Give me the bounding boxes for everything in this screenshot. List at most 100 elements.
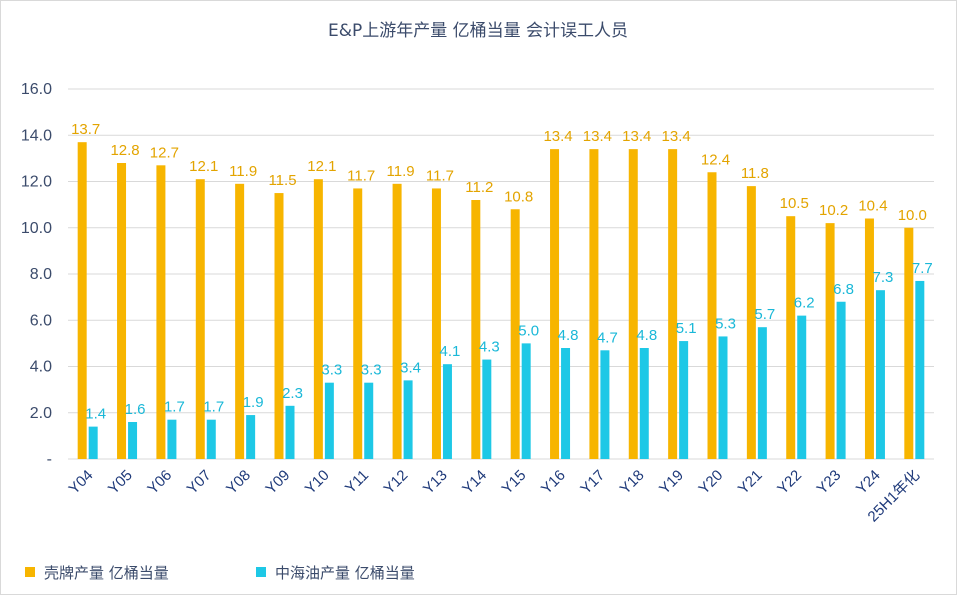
bar-shell <box>668 149 678 459</box>
data-label-cnooc: 7.7 <box>912 260 933 277</box>
data-label-shell: 10.5 <box>780 195 809 212</box>
bar-shell <box>274 193 284 459</box>
data-label-shell: 10.8 <box>504 188 533 205</box>
data-label-shell: 11.2 <box>465 179 493 196</box>
y-axis-ticks: - 2.0 4.0 6.0 8.0 10.0 12.0 14.0 16.0 <box>21 81 52 468</box>
bar-shell <box>550 149 560 459</box>
bar-cnooc <box>639 348 649 459</box>
bar-shell <box>746 186 756 459</box>
data-label-cnooc: 4.3 <box>479 339 500 356</box>
bar-shell <box>904 227 914 459</box>
y-tick-label: - <box>47 451 52 468</box>
data-label-shell: 13.4 <box>583 128 612 145</box>
bar-shell <box>431 188 441 459</box>
y-tick-label: 6.0 <box>30 312 52 329</box>
data-label-cnooc: 3.4 <box>400 359 421 376</box>
data-label-cnooc: 1.9 <box>243 394 264 411</box>
bar-cnooc <box>364 382 374 459</box>
bar-cnooc <box>757 327 767 459</box>
data-label-cnooc: 5.3 <box>715 315 736 332</box>
bar-shell <box>392 183 402 459</box>
data-label-cnooc: 1.4 <box>85 406 106 423</box>
data-label-cnooc: 3.3 <box>321 362 342 379</box>
bar-shell <box>825 223 835 459</box>
bar-cnooc <box>442 364 452 459</box>
y-tick-label: 4.0 <box>30 359 52 376</box>
x-axis-ticks: Y04 Y05 Y06 Y07 Y08 Y09 Y10 Y11 Y12 Y13 Y14 Y15 Y16 Y… <box>66 467 924 526</box>
bar-shell <box>117 163 127 459</box>
bar-cnooc <box>246 415 256 459</box>
y-tick-label: 8.0 <box>30 266 52 283</box>
bars <box>77 142 925 459</box>
x-tick-label: Y11 <box>342 467 372 497</box>
x-tick-label: Y15 <box>499 467 530 498</box>
data-label-cnooc: 5.0 <box>518 322 539 339</box>
x-tick-label: Y07 <box>184 467 215 498</box>
bar-cnooc <box>797 315 807 459</box>
data-label-shell: 12.1 <box>307 158 336 175</box>
x-tick-label: Y24 <box>853 467 884 498</box>
bar-shell <box>707 172 717 459</box>
x-tick-label: Y19 <box>656 467 687 498</box>
x-tick-label: Y20 <box>695 467 726 498</box>
x-tick-label: Y17 <box>577 467 608 498</box>
bar-shell <box>313 179 323 459</box>
bar-cnooc <box>128 422 138 459</box>
data-label-shell: 10.2 <box>819 202 848 219</box>
data-label-cnooc: 7.3 <box>873 269 894 286</box>
bar-cnooc <box>836 301 846 459</box>
bar-cnooc <box>324 382 334 459</box>
y-tick-label: 12.0 <box>21 174 52 191</box>
data-labels: 13.7 1.4 12.8 1.6 12.7 1.7 12.1 1.7 11.9 1.9 11.5 2… <box>71 121 933 422</box>
data-label-shell: 11.8 <box>741 165 769 182</box>
bar-cnooc <box>482 359 492 459</box>
bar-shell <box>628 149 638 459</box>
bar-cnooc <box>167 419 177 459</box>
data-label-shell: 13.4 <box>622 128 651 145</box>
bar-cnooc <box>521 343 531 459</box>
bar-shell <box>156 165 166 459</box>
bar-cnooc <box>679 341 689 459</box>
data-label-cnooc: 1.7 <box>164 399 185 416</box>
bar-cnooc <box>206 419 216 459</box>
data-label-shell: 11.7 <box>426 167 454 184</box>
bar-shell <box>786 216 796 459</box>
bar-cnooc <box>561 348 571 459</box>
data-label-cnooc: 4.8 <box>636 327 657 344</box>
x-tick-label: Y21 <box>735 467 766 498</box>
legend-label-cnooc: 中海油产量 亿桶当量 <box>275 564 415 582</box>
data-label-cnooc: 2.3 <box>282 385 303 402</box>
data-label-shell: 11.5 <box>268 172 296 189</box>
data-label-cnooc: 3.3 <box>361 362 382 379</box>
bar-cnooc <box>600 350 610 459</box>
legend: 壳牌产量 亿桶当量 中海油产量 亿桶当量 <box>25 564 415 582</box>
bar-shell <box>471 200 481 459</box>
x-tick-label: Y09 <box>262 467 293 498</box>
bar-cnooc <box>915 280 925 459</box>
data-label-cnooc: 5.1 <box>676 320 697 337</box>
bar-shell <box>864 218 874 459</box>
bar-shell <box>353 188 363 459</box>
data-label-shell: 10.0 <box>898 207 927 224</box>
x-tick-label: Y12 <box>381 467 412 498</box>
bar-cnooc <box>875 290 885 459</box>
y-tick-label: 10.0 <box>21 220 52 237</box>
data-label-cnooc: 4.7 <box>597 329 618 346</box>
data-label-cnooc: 4.8 <box>558 327 579 344</box>
legend-swatch-shell <box>25 567 35 577</box>
x-tick-label: Y16 <box>538 467 569 498</box>
y-tick-label: 14.0 <box>21 127 52 144</box>
bar-shell <box>510 209 520 459</box>
data-label-cnooc: 1.7 <box>203 399 224 416</box>
bar-cnooc <box>403 380 413 459</box>
bar-cnooc <box>718 336 728 459</box>
data-label-shell: 13.4 <box>662 128 691 145</box>
x-tick-label: Y23 <box>814 467 845 498</box>
bar-shell <box>195 179 205 459</box>
data-label-shell: 11.9 <box>387 163 415 180</box>
x-tick-label: Y18 <box>617 467 648 498</box>
data-label-cnooc: 4.1 <box>440 343 461 360</box>
x-tick-label: Y10 <box>302 467 333 498</box>
data-label-cnooc: 1.6 <box>125 401 146 418</box>
